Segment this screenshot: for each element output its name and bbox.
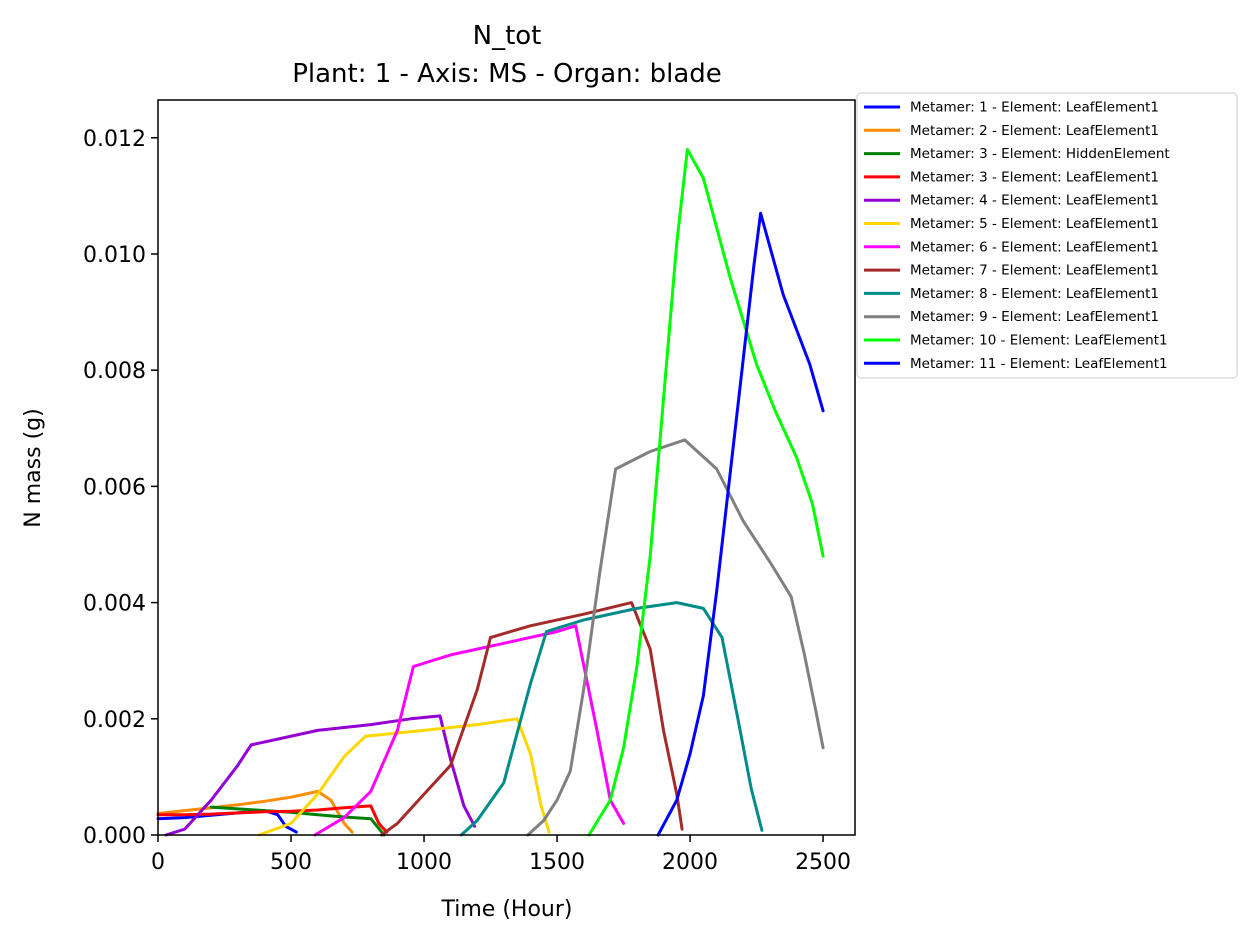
series-line-3	[209, 805, 386, 837]
series-line-10	[526, 438, 825, 837]
x-tick-label: 0	[151, 850, 165, 875]
y-tick-label: 0.006	[83, 475, 146, 500]
legend-label: Metamer: 9 - Element: LeafElement1	[910, 309, 1159, 325]
legend: Metamer: 1 - Element: LeafElement1 Metame…	[856, 92, 1238, 379]
legend-label: Metamer: 4 - Element: LeafElement1	[910, 193, 1159, 209]
chart-title: N_tot	[473, 21, 542, 51]
series-line-4	[156, 804, 389, 834]
x-tick-label: 500	[270, 850, 312, 875]
series-line-6	[257, 717, 551, 837]
legend-label: Metamer: 3 - Element: LeafElement1	[910, 169, 1159, 185]
legend-frame	[856, 92, 1238, 379]
y-tick-label: 0.002	[83, 708, 146, 733]
x-tick-label: 1000	[396, 850, 452, 875]
legend-label: Metamer: 5 - Element: LeafElement1	[910, 216, 1159, 232]
y-tick-label: 0.010	[83, 243, 146, 268]
series-line-8	[380, 601, 684, 837]
y-tick-label: 0.012	[83, 127, 146, 152]
series-line-7	[313, 624, 626, 837]
x-tick-label: 2000	[662, 850, 718, 875]
y-axis-ticks: 0.000 0.002 0.004 0.006 0.008 0.010 0.012	[83, 127, 158, 849]
series-line-12	[656, 211, 825, 837]
y-axis-label: N mass (g)	[21, 408, 46, 527]
series-line-2	[156, 789, 354, 834]
legend-label: Metamer: 1 - Element: LeafElement1	[910, 100, 1159, 116]
chart-subtitle: Plant: 1 - Axis: MS - Organ: blade	[292, 59, 722, 89]
series-line-5	[164, 714, 477, 837]
x-tick-label: 1500	[529, 850, 585, 875]
legend-label: Metamer: 3 - Element: HiddenElement	[910, 146, 1170, 162]
legend-label: Metamer: 7 - Element: LeafElement1	[910, 263, 1159, 279]
y-tick-label: 0.008	[83, 359, 146, 384]
x-axis-label: Time (Hour)	[441, 897, 573, 922]
plot-lines	[156, 147, 825, 837]
legend-label: Metamer: 6 - Element: LeafElement1	[910, 239, 1159, 255]
legend-label: Metamer: 11 - Element: LeafElement1	[910, 356, 1168, 372]
series-line-9	[459, 601, 764, 837]
legend-label: Metamer: 8 - Element: LeafElement1	[910, 286, 1159, 302]
y-tick-label: 0.004	[83, 592, 146, 617]
legend-label: Metamer: 2 - Element: LeafElement1	[910, 123, 1159, 139]
plot-frame	[157, 99, 856, 836]
legend-label: Metamer: 10 - Element: LeafElement1	[910, 333, 1168, 349]
x-axis-ticks: 0 500 1000 1500 2000 2500	[151, 835, 851, 875]
series-line-11	[587, 147, 825, 837]
y-tick-label: 0.000	[83, 824, 146, 849]
x-tick-label: 2500	[795, 850, 851, 875]
